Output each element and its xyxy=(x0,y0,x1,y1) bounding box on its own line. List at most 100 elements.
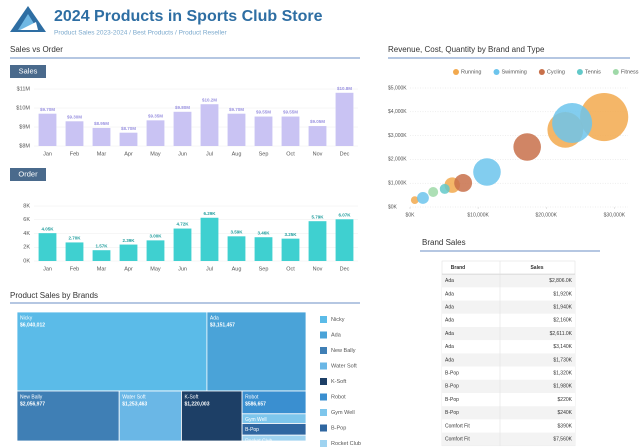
legend-label: Rocket Club xyxy=(331,441,361,447)
x-tick-label: $0K xyxy=(406,212,416,218)
bubble xyxy=(454,174,473,192)
x-tick-label: Aug xyxy=(232,151,242,157)
data-label: 6.29K xyxy=(203,211,216,216)
table-row xyxy=(442,287,575,301)
x-tick-label: Dec xyxy=(340,151,350,157)
data-label: 3.59K xyxy=(230,230,243,235)
cell-value: $2,056,977 xyxy=(20,401,45,407)
legend-label: Ada xyxy=(331,332,342,338)
cell-value: $3,151,457 xyxy=(210,322,235,328)
bubble xyxy=(439,183,450,194)
data-label: $9.05M xyxy=(310,119,325,124)
x-tick-label: Feb xyxy=(70,266,79,272)
data-label: 4.72K xyxy=(176,222,189,227)
table-row xyxy=(442,419,575,433)
legend-label: B-Pop xyxy=(331,425,346,431)
legend-label: Tennis xyxy=(585,69,601,75)
data-label: $9.80M xyxy=(175,105,190,110)
legend-swatch xyxy=(320,378,327,385)
x-tick-label: May xyxy=(150,266,161,272)
legend-swatch xyxy=(493,69,500,75)
x-tick-label: Jul xyxy=(206,151,213,157)
legend-swatch xyxy=(320,440,327,447)
data-label: $9.55M xyxy=(283,110,298,115)
data-label: $8.70M xyxy=(121,126,136,131)
data-label: $8.95M xyxy=(94,121,109,126)
bar xyxy=(227,236,246,261)
cell-label: Gym Well xyxy=(245,417,267,423)
x-tick-label: Apr xyxy=(124,151,133,157)
badge xyxy=(10,168,46,181)
x-tick-label: Apr xyxy=(124,266,133,272)
table-cell: Ada xyxy=(445,357,454,363)
chart-title: Order xyxy=(18,169,38,178)
table-cell: Ada xyxy=(445,331,454,337)
table-cell: $220K xyxy=(558,397,573,403)
bar xyxy=(92,250,111,261)
column-header: Brand xyxy=(451,265,465,271)
table-cell: $7,560K xyxy=(553,437,572,443)
bar xyxy=(119,132,138,146)
cell-label: Robot xyxy=(245,394,259,400)
x-tick-label: Oct xyxy=(286,266,295,272)
bubble xyxy=(417,192,429,204)
data-label: 4.05K xyxy=(41,226,54,231)
bar xyxy=(281,116,300,146)
x-tick-label: Sep xyxy=(259,266,269,272)
y-tick-label: 2K xyxy=(23,245,30,251)
legend-label: Gym Well xyxy=(331,410,355,416)
legend-label: Running xyxy=(461,69,482,75)
table-cell: B-Pop xyxy=(445,384,459,390)
bubble xyxy=(428,187,439,198)
data-label: 3.46K xyxy=(257,230,270,235)
y-tick-label: 6K xyxy=(23,217,30,223)
x-tick-label: Nov xyxy=(313,266,323,272)
y-tick-label: $4,000K xyxy=(388,109,407,115)
table-row xyxy=(442,406,575,420)
legend-label: K-Soft xyxy=(331,379,347,385)
table-row xyxy=(442,313,575,327)
bar xyxy=(308,126,327,146)
data-label: $9.70M xyxy=(40,107,55,112)
y-tick-label: $2,000K xyxy=(388,157,407,163)
cell-label: New Bally xyxy=(20,394,43,400)
bubble xyxy=(513,133,541,161)
legend-label: Water Soft xyxy=(331,363,357,369)
table-cell: $2,611.0K xyxy=(550,331,573,337)
table-row xyxy=(442,366,575,380)
x-tick-label: Jun xyxy=(178,151,187,157)
table-cell: $3,140K xyxy=(553,344,572,350)
x-tick-label: Jan xyxy=(43,151,52,157)
data-label: $9.70M xyxy=(229,107,244,112)
table-row xyxy=(442,432,575,446)
table-cell: $390K xyxy=(558,423,573,429)
bar xyxy=(254,116,273,146)
legend-swatch xyxy=(453,69,459,75)
table-cell: Ada xyxy=(445,344,454,350)
x-tick-label: Aug xyxy=(232,266,242,272)
table-cell: Ada xyxy=(445,278,454,284)
legend-label: Swimming xyxy=(502,69,527,75)
table-row xyxy=(442,340,575,354)
x-tick-label: Jan xyxy=(43,266,52,272)
table-cell: $1,320K xyxy=(553,371,572,377)
bar xyxy=(173,228,192,261)
data-label: 3.25K xyxy=(284,232,297,237)
data-label: 3.00K xyxy=(149,234,162,239)
bar xyxy=(65,121,84,146)
legend-label: New Bally xyxy=(331,348,356,354)
x-tick-label: May xyxy=(150,151,161,157)
bar xyxy=(200,104,219,146)
table-title: Brand Sales xyxy=(422,238,466,247)
cell-value: $586,657 xyxy=(245,401,266,407)
bubble xyxy=(552,102,593,143)
table-cell: $2,160K xyxy=(553,318,572,324)
data-label: $9.55M xyxy=(256,110,271,115)
cell-label: Rocket Club xyxy=(245,438,272,444)
treemap-cell xyxy=(206,311,307,392)
table-row xyxy=(442,300,575,314)
table-cell: Ada xyxy=(445,318,454,324)
y-tick-label: 8K xyxy=(23,203,30,209)
legend-swatch xyxy=(320,331,327,339)
table-row xyxy=(442,393,575,407)
